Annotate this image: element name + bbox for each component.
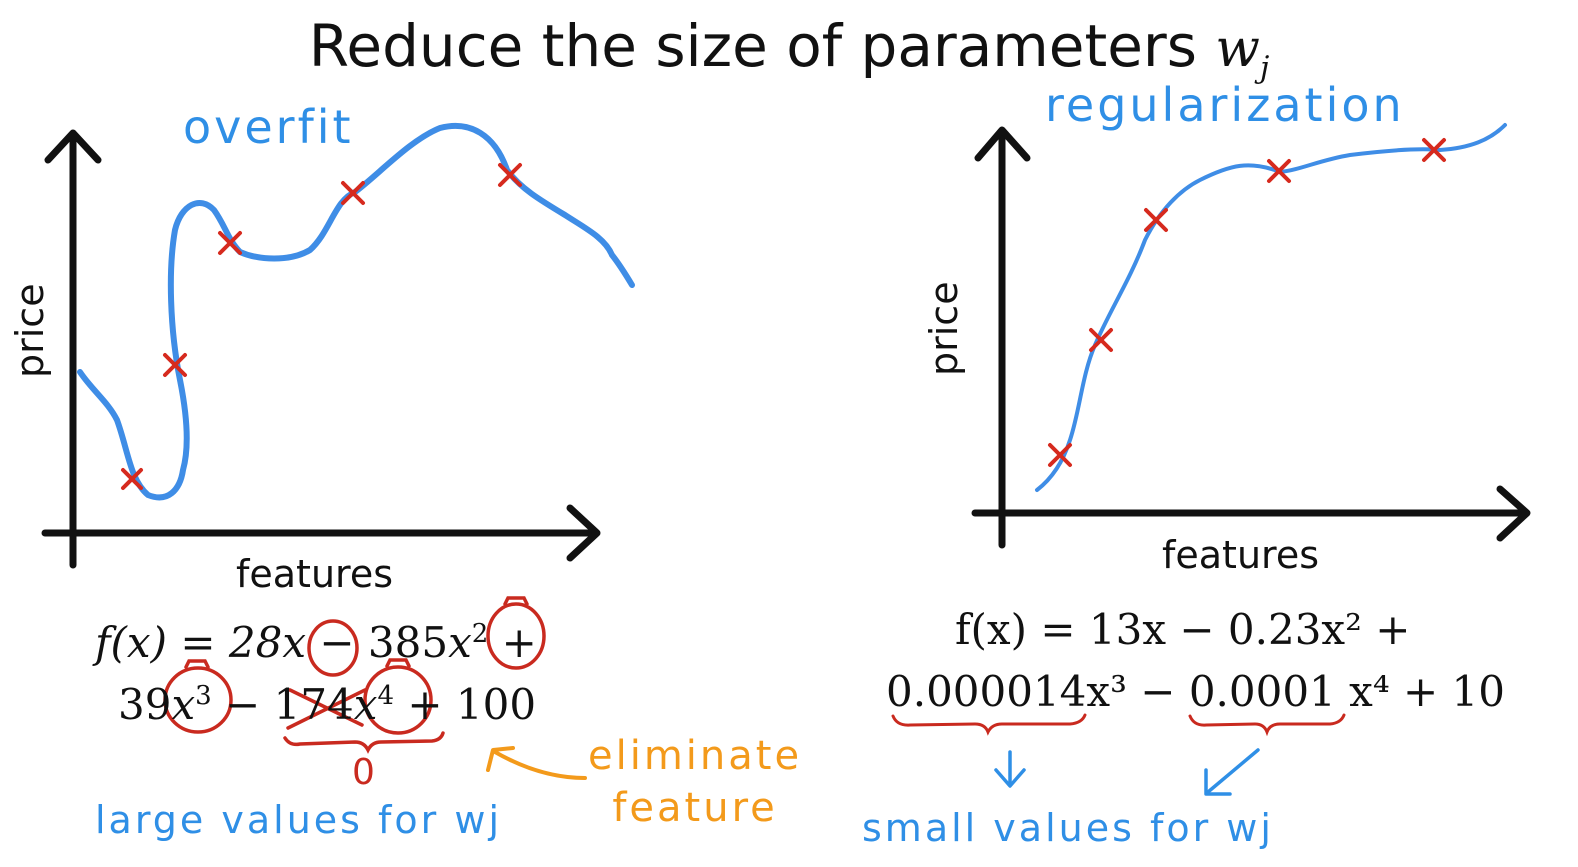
title-text: Reduce the size of parameters (308, 12, 1197, 80)
right-equation-line2: 0.000014x³ − 0.0001 x⁴ + 10 (886, 667, 1505, 716)
right-axes (971, 126, 1531, 549)
eliminate-arrow (486, 746, 587, 780)
left-xlabel: features (236, 552, 393, 596)
brace-mark (891, 713, 1087, 736)
zero-mark: 0 (352, 752, 375, 793)
data-point-marker (218, 231, 242, 255)
data-point-marker (1048, 443, 1072, 467)
left-caption: large values for wj (95, 798, 503, 842)
page-title: Reduce the size of parameters wj (0, 12, 1578, 85)
left-equation-marks (163, 596, 546, 754)
regularized-data-points (1048, 138, 1446, 467)
right-caption: small values for wj (862, 806, 1274, 850)
data-point-marker (163, 353, 187, 377)
circle-mark (363, 665, 433, 735)
left-ylabel: price (8, 283, 52, 378)
circle-mark (307, 619, 359, 677)
brace-mark (1188, 713, 1346, 737)
brace-mark (283, 731, 445, 754)
data-point-marker (1144, 208, 1168, 232)
data-point-marker (1422, 138, 1446, 162)
strike-mark (288, 688, 364, 727)
circle-mark (486, 602, 546, 670)
overfit-curve (77, 122, 635, 501)
left-axes (41, 129, 601, 569)
right-equation-marks (891, 713, 1346, 737)
regularized-curve (1035, 123, 1507, 492)
overfit-label: overfit (183, 100, 354, 154)
data-point-marker (1089, 328, 1113, 352)
right-ylabel: price (922, 281, 966, 376)
left-equation-line1: f(x) = 28x − 385x2 + (95, 618, 537, 667)
regularization-label: regularization (1045, 78, 1405, 132)
data-point-marker (1267, 159, 1291, 183)
title-param: wj (1215, 19, 1270, 86)
small-values-arrows (994, 748, 1260, 796)
data-point-marker (121, 468, 143, 490)
eliminate-feature-note: eliminate feature (588, 733, 803, 831)
data-point-marker (498, 163, 522, 187)
left-equation-line2: 39x3 − 174x4 + 100 (118, 680, 537, 729)
overfit-data-points (121, 163, 522, 490)
data-point-marker (341, 181, 365, 205)
right-xlabel: features (1162, 533, 1319, 577)
right-equation-line1: f(x) = 13x − 0.23x² + (955, 605, 1411, 654)
circle-mark (163, 666, 233, 734)
